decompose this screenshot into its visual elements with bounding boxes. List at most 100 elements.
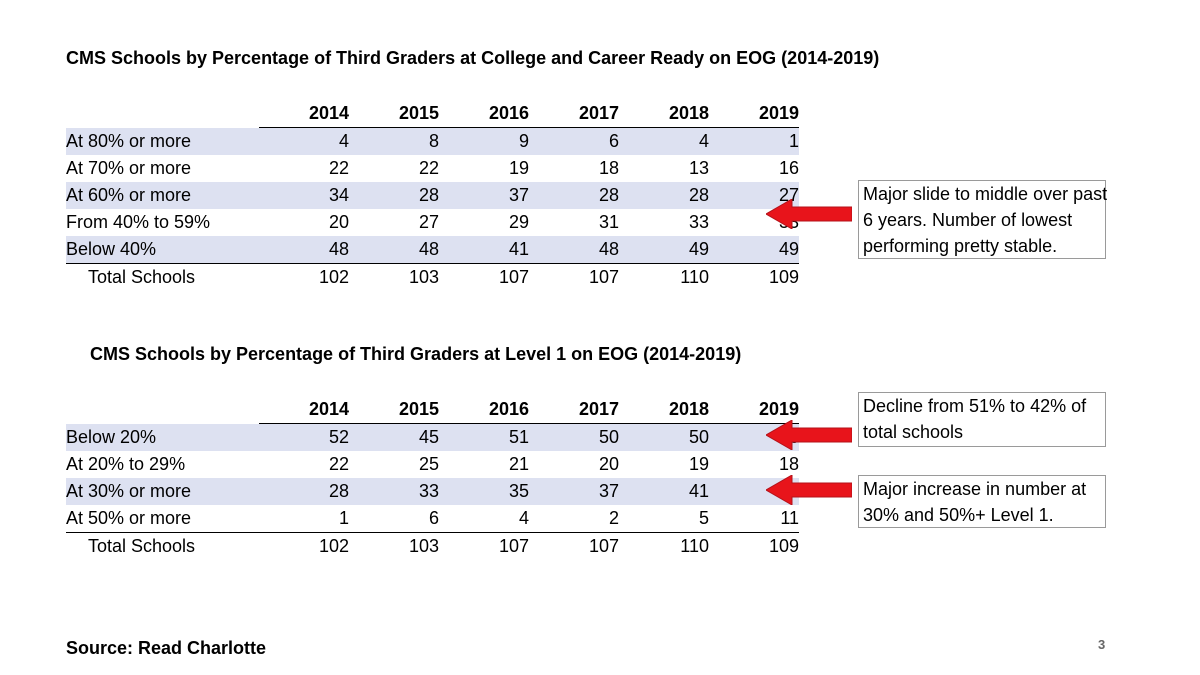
table1-year-header: 2017 (529, 100, 619, 128)
table-row: At 50% or more 1 6 4 2 5 11 (66, 505, 799, 533)
note-line: performing pretty stable. (863, 236, 1058, 256)
total-cell: 109 (768, 267, 799, 287)
table-cell: 18 (598, 158, 619, 178)
table-cell: 28 (259, 478, 349, 505)
table-cell: 11 (709, 505, 799, 533)
table-cell: 50 (619, 423, 709, 451)
table-cell: 8 (349, 127, 439, 155)
table-row: At 80% or more 4 8 9 6 4 1 (66, 127, 799, 155)
table-cell: 19 (508, 158, 529, 178)
table-cell: 9 (439, 127, 529, 155)
table-cell: 6 (349, 505, 439, 533)
row-label: From 40% to 59% (66, 212, 211, 232)
table-row: At 20% to 29% 22 25 21 20 19 18 (66, 451, 799, 478)
table-cell: 48 (259, 236, 349, 264)
table-cell: 20 (598, 454, 619, 474)
table-cell: 1 (709, 127, 799, 155)
row-label: Below 20% (66, 423, 259, 451)
table1-header-blank (66, 100, 259, 128)
table-cell: 20 (328, 212, 349, 232)
total-cell: 110 (680, 267, 709, 287)
row-label: At 60% or more (66, 182, 259, 209)
table-cell: 28 (529, 182, 619, 209)
total-cell: 102 (318, 536, 349, 556)
table-cell: 48 (529, 236, 619, 264)
table-cell: 49 (709, 236, 799, 264)
table2-title: CMS Schools by Percentage of Third Grade… (90, 344, 742, 364)
table-cell: 52 (259, 423, 349, 451)
table-cell: 33 (349, 478, 439, 505)
table1-year-header: 2019 (709, 100, 799, 128)
table-cell: 22 (328, 158, 349, 178)
table1-header-row: 2014 2015 2016 2017 2018 2019 (66, 100, 799, 128)
row-label: At 20% to 29% (66, 454, 186, 474)
table-cell: 4 (619, 127, 709, 155)
table-cell: 45 (349, 423, 439, 451)
table-cell: 18 (778, 454, 799, 474)
table-cell: 27 (709, 182, 799, 209)
note-line: Major increase in number at (863, 479, 1087, 499)
table1-year-header: 2014 (259, 100, 349, 128)
note-line: 6 years. Number of lowest (863, 210, 1073, 230)
table-cell: 2 (529, 505, 619, 533)
table-cell: 41 (619, 478, 709, 505)
table2-header-row: 2014 2015 2016 2017 2018 2019 (66, 396, 799, 424)
table-cell: 41 (439, 236, 529, 264)
table-cell: 25 (418, 454, 439, 474)
table-cell: 1 (259, 505, 349, 533)
total-cell: 103 (408, 267, 439, 287)
table1-title: CMS Schools by Percentage of Third Grade… (66, 48, 880, 68)
total-cell: 103 (408, 536, 439, 556)
table2-year-header: 2018 (619, 396, 709, 424)
table1-year-header: 2016 (439, 100, 529, 128)
table-cell: 28 (349, 182, 439, 209)
table-row: At 60% or more 34 28 37 28 28 27 (66, 182, 799, 209)
total-row: Total Schools 102 103 107 107 110 109 (66, 533, 799, 561)
row-label: At 80% or more (66, 127, 259, 155)
table-cell: 33 (688, 212, 709, 232)
callout-note-1: Major slide to middle over past 6 years.… (858, 180, 1108, 259)
total-cell: 109 (768, 536, 799, 556)
table-cell: 16 (778, 158, 799, 178)
total-label: Total Schools (88, 536, 196, 556)
table-cell: 4 (259, 127, 349, 155)
table1-year-header: 2018 (619, 100, 709, 128)
callout-note-2: Decline from 51% to 42% of total schools (858, 392, 1106, 447)
note-line: Major slide to middle over past (863, 184, 1108, 204)
total-cell: 107 (588, 536, 619, 556)
total-cell: 107 (498, 267, 529, 287)
table-cell: 27 (418, 212, 439, 232)
row-label: At 30% or more (66, 478, 259, 505)
table2-year-header: 2017 (529, 396, 619, 424)
table-cell: 49 (619, 236, 709, 264)
note-line: Decline from 51% to 42% of (863, 396, 1087, 416)
table-cell: 19 (688, 454, 709, 474)
table2: 2014 2015 2016 2017 2018 2019 Below 20% … (66, 396, 799, 560)
row-label: At 50% or more (66, 505, 259, 533)
table2-year-header: 2016 (439, 396, 529, 424)
source-citation: Source: Read Charlotte (66, 638, 267, 658)
row-label: At 70% or more (66, 158, 192, 178)
table1: 2014 2015 2016 2017 2018 2019 At 80% or … (66, 100, 799, 291)
table-row: Below 40% 48 48 41 48 49 49 (66, 236, 799, 264)
table2-year-header: 2019 (709, 396, 799, 424)
callout-note-3: Major increase in number at 30% and 50%+… (858, 475, 1106, 528)
table-cell: 6 (529, 127, 619, 155)
note-line: total schools (863, 422, 964, 442)
total-label: Total Schools (88, 267, 196, 287)
table-cell: 37 (439, 182, 529, 209)
total-row: Total Schools 102 103 107 107 110 109 (66, 264, 799, 292)
red-arrow-left-icon (766, 199, 852, 229)
table-cell: 22 (328, 454, 349, 474)
table-cell: 29 (508, 212, 529, 232)
table-cell: 5 (619, 505, 709, 533)
table-cell: 22 (418, 158, 439, 178)
table1-year-header: 2015 (349, 100, 439, 128)
table-cell: 48 (349, 236, 439, 264)
table-cell: 13 (688, 158, 709, 178)
row-label: Below 40% (66, 236, 259, 264)
page-number: 3 (1098, 637, 1106, 652)
table-cell: 37 (529, 478, 619, 505)
total-cell: 107 (588, 267, 619, 287)
total-cell: 110 (680, 536, 709, 556)
